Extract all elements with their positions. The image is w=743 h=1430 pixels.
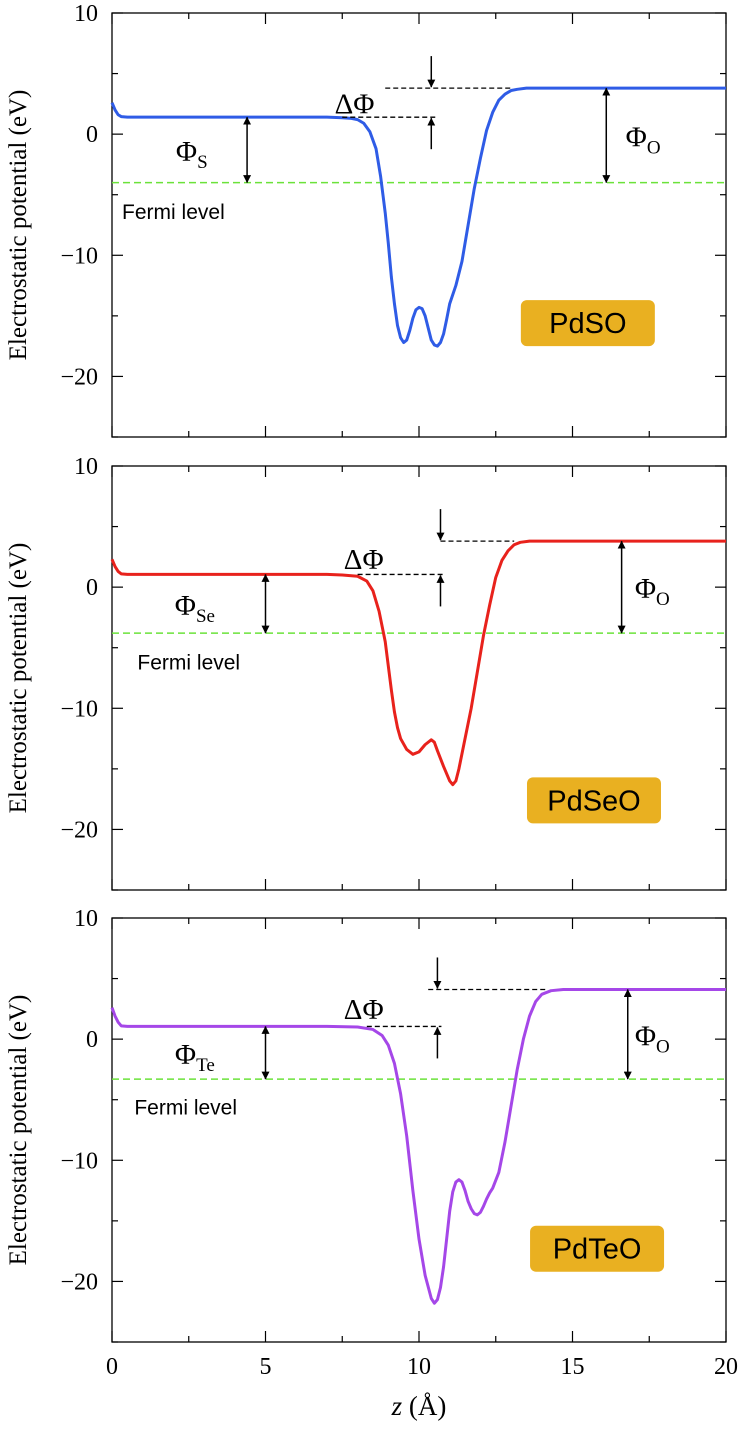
phi-left-subscript: Te bbox=[196, 1055, 215, 1076]
y-axis-label: Electrostatic potential (eV) bbox=[5, 90, 32, 361]
plot-frame bbox=[111, 465, 727, 891]
phi-left-subscript: Se bbox=[196, 606, 215, 627]
chart-panel-pdteo: 0 5 10 15 20 10 0 −10 −20 Electrostatic potential… bbox=[5, 906, 738, 1421]
phi-right-label: ΦO bbox=[626, 121, 661, 158]
y-axis-label: Electrostatic potential (eV) bbox=[5, 543, 32, 814]
y-tick-label: 10 bbox=[74, 1, 98, 27]
y-tick-label: −10 bbox=[60, 243, 98, 269]
x-tick-label: 10 bbox=[407, 1354, 431, 1380]
x-tick-label: 20 bbox=[714, 1354, 738, 1380]
delta-phi-label: ΔΦ bbox=[344, 544, 384, 576]
y-tick-label: −10 bbox=[60, 1148, 98, 1174]
phi-left-label: ΦS bbox=[176, 136, 208, 173]
compound-badge-label: PdSO bbox=[549, 308, 626, 340]
y-tick-label: 10 bbox=[74, 906, 98, 932]
phi-left-label: ΦTe bbox=[175, 1039, 215, 1076]
chart-panel-pdseo: 10 0 −10 −20 Electrostatic potential (eV) Fer… bbox=[5, 454, 727, 891]
plot-frame bbox=[111, 917, 727, 1343]
y-tick-label: 0 bbox=[86, 122, 98, 148]
fermi-level-label: Fermi level bbox=[134, 1096, 237, 1119]
phi-left-subscript: S bbox=[197, 152, 208, 173]
y-tick-label: −20 bbox=[60, 1269, 98, 1295]
potential-curve bbox=[110, 987, 726, 1305]
phi-left-label: ΦSe bbox=[175, 590, 215, 627]
fermi-level-label: Fermi level bbox=[122, 201, 225, 224]
compound-badge-label: PdTeO bbox=[553, 1234, 642, 1266]
phi-right-subscript: O bbox=[656, 589, 670, 610]
y-tick-label: 0 bbox=[86, 575, 98, 601]
compound-badge bbox=[526, 777, 661, 824]
delta-phi-label: ΔΦ bbox=[344, 994, 384, 1026]
delta-phi-label: ΔΦ bbox=[335, 89, 375, 121]
compound-badge bbox=[520, 300, 655, 347]
phi-right-subscript: O bbox=[647, 137, 661, 158]
potential-curve bbox=[110, 86, 726, 348]
fermi-level-label: Fermi level bbox=[137, 652, 240, 675]
phi-right-subscript: O bbox=[656, 1036, 670, 1057]
phi-right-label: ΦO bbox=[635, 573, 670, 610]
potential-curve bbox=[110, 539, 726, 787]
x-axis-label: z (Å) bbox=[391, 1391, 447, 1421]
plot-frame bbox=[111, 12, 727, 438]
y-tick-label: −10 bbox=[60, 696, 98, 722]
compound-badge bbox=[530, 1225, 665, 1272]
phi-right-label: ΦO bbox=[635, 1020, 670, 1057]
y-tick-label: −20 bbox=[60, 817, 98, 843]
x-tick-label: 15 bbox=[561, 1354, 585, 1380]
x-tick-label: 5 bbox=[260, 1354, 272, 1380]
chart-panel-pdso: 10 0 −10 −20 Electrostatic potential (eV) Fer… bbox=[5, 1, 727, 438]
y-tick-label: 10 bbox=[74, 454, 98, 480]
compound-badge-label: PdSeO bbox=[547, 785, 641, 817]
x-tick-label: 0 bbox=[106, 1354, 118, 1380]
x-axis-variable: z bbox=[391, 1391, 403, 1421]
y-axis-label: Electrostatic potential (eV) bbox=[5, 995, 32, 1266]
y-tick-label: −20 bbox=[60, 364, 98, 390]
y-tick-label: 0 bbox=[86, 1027, 98, 1053]
